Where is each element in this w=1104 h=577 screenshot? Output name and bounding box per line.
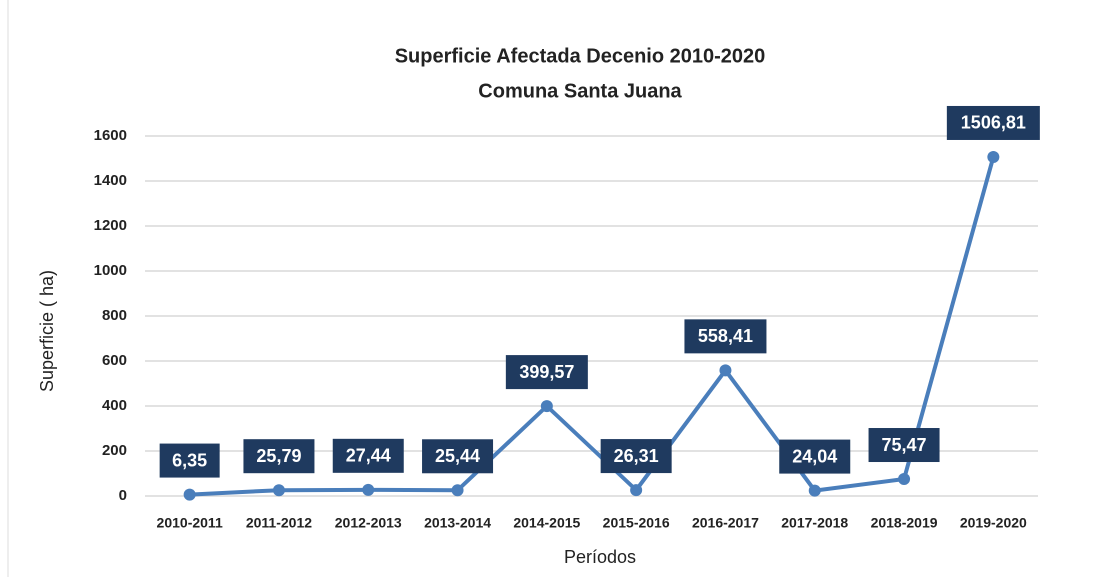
label-box	[505, 355, 588, 390]
y-tick-label: 1600	[94, 127, 127, 144]
point	[808, 484, 821, 497]
x-tick-label: 2018-2019	[871, 515, 938, 531]
chart-title: Superficie Afectada Decenio 2010-2020	[395, 45, 766, 67]
y-axis-label: Superficie ( ha)	[37, 270, 57, 392]
data-label: 24,04	[792, 446, 837, 466]
x-tick-label: 2014-2015	[513, 515, 580, 531]
data-label: 27,44	[346, 446, 391, 466]
label-box	[159, 443, 220, 478]
point	[630, 484, 643, 497]
point	[183, 488, 196, 501]
x-tick-label: 2011-2012	[246, 515, 312, 531]
x-tick-label: 2019-2020	[960, 515, 1027, 531]
x-axis-label: Períodos	[564, 547, 636, 567]
data-label: 75,47	[882, 435, 927, 455]
x-tick-label: 2017-2018	[781, 515, 848, 531]
data-label: 558,41	[698, 326, 753, 346]
point	[540, 400, 553, 413]
data-label: 399,57	[519, 362, 574, 382]
point	[451, 484, 464, 497]
point	[272, 484, 285, 497]
point	[987, 150, 1000, 163]
chart-subtitle: Comuna Santa Juana	[478, 80, 682, 102]
y-tick-label: 800	[102, 307, 127, 324]
point	[719, 364, 732, 377]
y-tick-label: 600	[102, 352, 127, 369]
data-label: 6,35	[172, 450, 207, 470]
label-box	[422, 439, 494, 474]
y-tick-label: 400	[102, 397, 127, 414]
label-box	[779, 439, 851, 474]
x-tick-label: 2016-2017	[692, 515, 759, 531]
y-tick-label: 1400	[94, 172, 127, 189]
x-tick-label: 2015-2016	[603, 515, 670, 531]
y-tick-label: 1200	[94, 217, 127, 234]
x-tick-label: 2013-2014	[424, 515, 491, 531]
y-tick-label: 200	[102, 442, 127, 459]
y-tick-label: 0	[119, 487, 127, 504]
data-label: 1506,81	[961, 113, 1026, 133]
x-tick-label: 2010-2011	[157, 515, 223, 531]
x-tick-label: 2012-2013	[335, 515, 402, 531]
label-box	[600, 439, 672, 474]
label-box	[332, 438, 404, 473]
point	[898, 473, 911, 486]
label-box	[946, 105, 1040, 140]
data-label: 25,79	[256, 446, 301, 466]
series-line	[189, 156, 996, 497]
data-label: 25,44	[435, 446, 480, 466]
point	[362, 483, 375, 496]
y-tick-label: 1000	[94, 262, 127, 279]
label-box	[868, 428, 940, 463]
label-box	[684, 319, 767, 354]
data-label: 26,31	[614, 446, 659, 466]
label-box	[243, 439, 315, 474]
